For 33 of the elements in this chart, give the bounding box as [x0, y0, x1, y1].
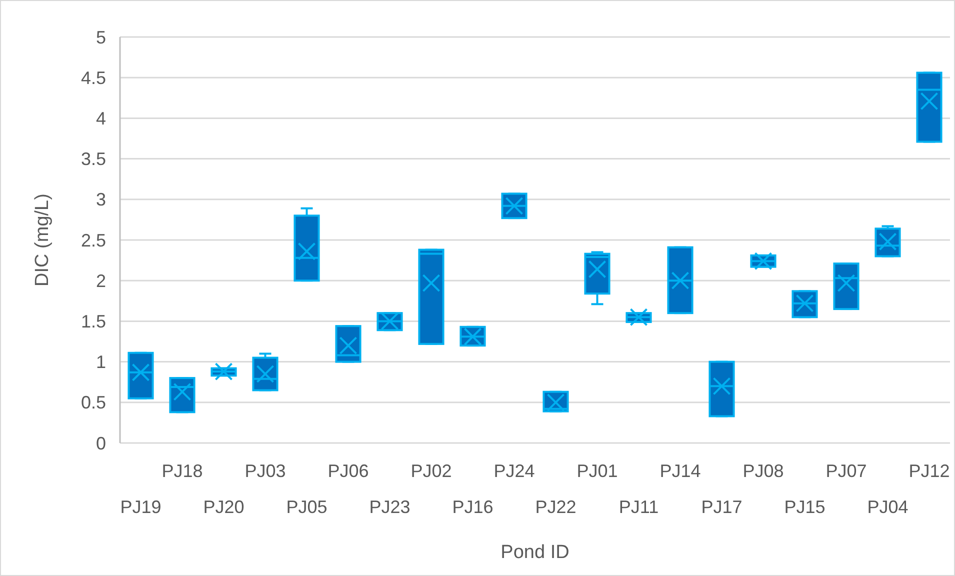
x-tick-label: PJ18 — [162, 461, 203, 481]
y-tick-label: 1.5 — [80, 312, 106, 332]
x-tick-label: PJ12 — [908, 461, 950, 481]
x-tick-label: PJ07 — [826, 461, 867, 481]
y-tick-label: 4 — [96, 108, 106, 128]
x-tick-label: PJ17 — [701, 497, 742, 517]
y-axis-title: DIC (mg/L) — [32, 194, 53, 286]
x-tick-label: PJ24 — [494, 461, 535, 481]
x-tick-label: PJ16 — [452, 497, 494, 517]
x-tick-label: PJ23 — [369, 497, 410, 517]
x-tick-label: PJ04 — [867, 497, 908, 517]
x-tick-label: PJ14 — [660, 461, 701, 481]
x-tick-label: PJ05 — [286, 497, 328, 517]
y-tick-label: 1 — [96, 352, 106, 372]
x-tick-label: PJ22 — [535, 497, 576, 517]
y-tick-label: 5 — [96, 27, 106, 48]
x-tick-label: PJ19 — [120, 497, 162, 517]
x-tick-label: PJ20 — [203, 497, 244, 517]
y-tick-label: 2.5 — [80, 230, 106, 250]
y-tick-label: 0.5 — [80, 392, 106, 413]
y-tick-label: 3.5 — [80, 149, 106, 170]
x-tick-label: PJ01 — [576, 461, 618, 481]
y-tick-label: 2 — [96, 270, 106, 291]
x-tick-label: PJ06 — [328, 461, 369, 481]
x-tick-label: PJ08 — [742, 461, 784, 481]
x-tick-label: PJ11 — [618, 497, 659, 517]
x-tick-label: PJ03 — [244, 461, 286, 481]
y-tick-label: 4.5 — [80, 68, 106, 88]
y-tick-label: 0 — [96, 433, 106, 454]
x-tick-label: PJ15 — [784, 497, 826, 517]
x-tick-label: PJ02 — [410, 461, 452, 481]
y-tick-label: 3 — [96, 190, 106, 210]
x-axis-title: Pond ID — [500, 542, 570, 563]
